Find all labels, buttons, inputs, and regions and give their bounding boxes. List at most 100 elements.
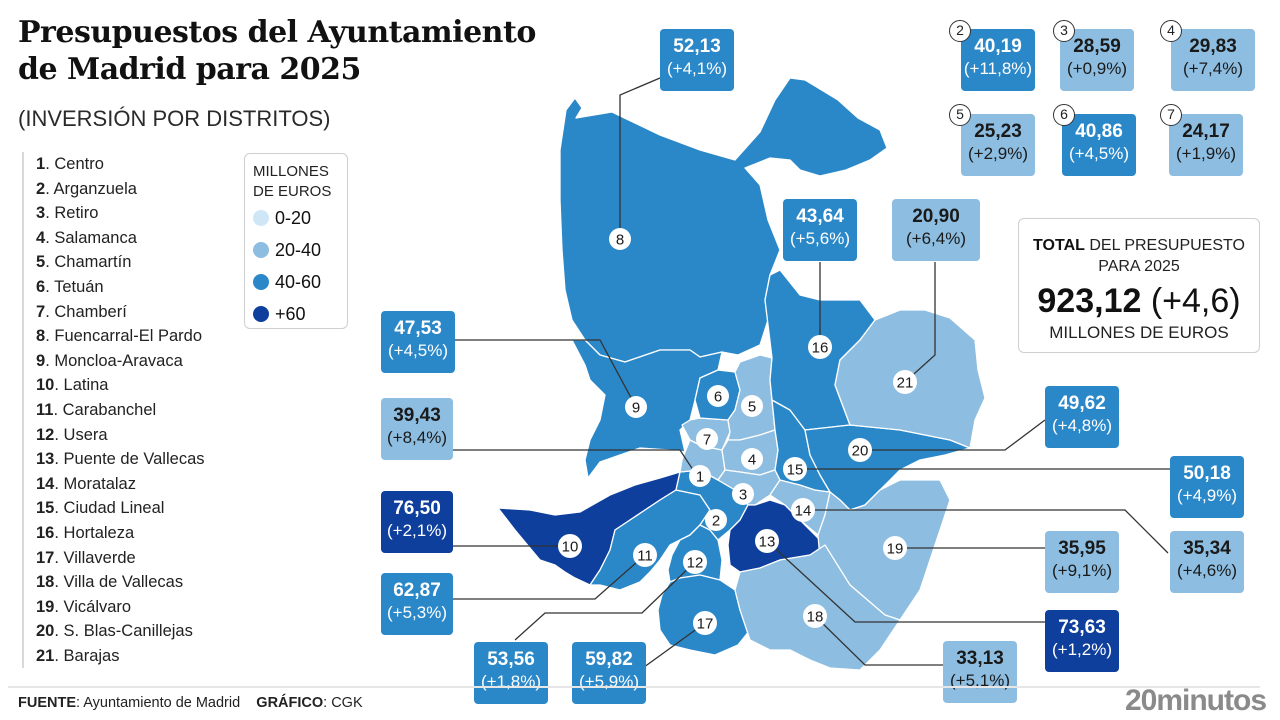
map-marker-17[interactable]: 17 [693, 611, 717, 635]
value-box-3: 28,59 (+0,9%) [1060, 29, 1134, 91]
district-list-item: 10. Latina [36, 376, 109, 395]
brand-logo: 20minutos [1124, 684, 1267, 717]
leader-line-12 [514, 561, 696, 641]
legend-swatch-icon [253, 274, 269, 290]
map-marker-20[interactable]: 20 [848, 438, 872, 462]
svg-text:13: 13 [759, 534, 776, 551]
district-list-item: 18. Villa de Vallecas [36, 573, 184, 592]
map-marker-18[interactable]: 18 [803, 604, 827, 628]
svg-text:5: 5 [748, 399, 756, 416]
district-list-item: 12. Usera [36, 425, 108, 444]
district-list-item: 1. Centro [36, 155, 104, 173]
district-list-item: 21. Barajas [36, 646, 120, 665]
legend-item: 0-20 [253, 202, 339, 234]
map-marker-15[interactable]: 15 [783, 457, 807, 481]
svg-text:18: 18 [807, 609, 824, 626]
svg-text:15: 15 [787, 462, 804, 479]
svg-text:9: 9 [632, 400, 640, 417]
map-marker-19[interactable]: 19 [883, 536, 907, 560]
district-list-item: 5. Chamartín [36, 253, 132, 272]
subtitle: (INVERSIÓN POR DISTRITOS) [18, 106, 331, 131]
value-box-14: 35,34 (+4,6%) [1170, 531, 1244, 593]
legend-item: 20-40 [253, 234, 339, 266]
map-marker-21[interactable]: 21 [893, 370, 917, 394]
district-number-badge: 3 [1053, 20, 1075, 42]
svg-text:3: 3 [739, 487, 747, 504]
value-box-20: 49,62 (+4,8%) [1045, 386, 1119, 448]
map-marker-4[interactable]: 4 [741, 448, 763, 470]
svg-text:8: 8 [616, 232, 624, 249]
total-unit: MILLONES DE EUROS [1049, 323, 1229, 342]
map-marker-9[interactable]: 9 [625, 396, 647, 418]
district-list: 1. Centro 2. Arganzuela 3. Retiro 4. Sal… [22, 152, 205, 669]
leader-line-13 [766, 540, 1045, 623]
district-list-item: 16. Hortaleza [36, 523, 135, 542]
district-list-item: 14. Moratalaz [36, 474, 136, 493]
value-box-9: 47,53 (+4,5%) [381, 311, 455, 373]
value-box-17: 59,82 (+5,9%) [572, 642, 646, 704]
district-list-item: 15. Ciudad Lineal [36, 499, 165, 518]
leader-line-20 [860, 419, 1046, 451]
map-marker-6[interactable]: 6 [707, 385, 729, 407]
map-marker-13[interactable]: 13 [755, 529, 779, 553]
leader-line-18 [814, 615, 943, 666]
map-marker-10[interactable]: 10 [558, 534, 582, 558]
district-list-item: 11. Carabanchel [36, 400, 157, 419]
svg-text:7: 7 [703, 432, 711, 449]
district-list-item: 2. Arganzuela [36, 179, 137, 198]
district-list-item: 13. Puente de Vallecas [36, 450, 205, 469]
leader-line-21 [904, 262, 936, 383]
district-list-item: 7. Chamberí [36, 302, 127, 321]
district-list-item: 19. Vicálvaro [36, 597, 132, 616]
leader-line-9 [452, 339, 637, 408]
value-box-15: 50,18 (+4,9%) [1170, 456, 1244, 518]
color-legend: MILLONES DE EUROS 0-20 20-40 40-60 +60 [244, 153, 348, 329]
district-list-item: 6. Tetuán [36, 277, 104, 296]
total-budget-box: TOTAL DEL PRESUPUESTO PARA 2025 923,12 (+… [1018, 218, 1260, 353]
map-marker-12[interactable]: 12 [683, 550, 707, 574]
map-marker-14[interactable]: 14 [791, 498, 815, 522]
legend-swatch-icon [253, 242, 269, 258]
district-number-badge: 6 [1053, 104, 1075, 126]
svg-text:16: 16 [812, 340, 829, 357]
value-box-11: 62,87 (+5,3%) [381, 573, 453, 635]
district-list-item: 9. Moncloa-Aravaca [36, 351, 183, 370]
map-marker-7[interactable]: 7 [696, 428, 718, 450]
footer-divider [8, 686, 1260, 688]
district-9-shape[interactable] [571, 339, 723, 479]
title-line-1: Presupuestos del Ayuntamiento [18, 15, 536, 50]
value-box-18: 33,13 (+5,1%) [943, 641, 1017, 703]
district-list-item: 8. Fuencarral-El Pardo [36, 327, 203, 346]
value-box-8: 52,13 (+4,1%) [660, 29, 734, 91]
svg-text:11: 11 [637, 548, 653, 565]
district-number-badge: 5 [949, 104, 971, 126]
value-box-7: 24,17 (+1,9%) [1169, 114, 1243, 176]
legend-item: 40-60 [253, 266, 339, 298]
map-marker-8[interactable]: 8 [609, 228, 631, 250]
leader-line-14 [803, 509, 1169, 554]
value-box-6: 40,86 (+4,5%) [1062, 114, 1136, 176]
value-box-13: 73,63 (+1,2%) [1045, 610, 1119, 672]
map-marker-2[interactable]: 2 [705, 509, 727, 531]
map-marker-16[interactable]: 16 [808, 335, 832, 359]
value-box-10: 76,50 (+2,1%) [381, 491, 453, 553]
map-marker-11[interactable]: 11 [633, 543, 657, 567]
legend-title-1: MILLONES [253, 163, 329, 180]
svg-text:12: 12 [687, 555, 704, 572]
map-marker-1[interactable]: 1 [689, 465, 711, 487]
legend-title-2: DE EUROS [253, 183, 332, 200]
svg-text:4: 4 [748, 452, 756, 469]
svg-text:2: 2 [712, 513, 720, 530]
footer-credits: FUENTE: Ayuntamiento de Madrid GRÁFICO: … [18, 695, 363, 711]
value-box-21: 20,90 (+6,4%) [892, 199, 980, 261]
svg-text:6: 6 [714, 389, 722, 406]
svg-text:17: 17 [697, 616, 714, 633]
legend-swatch-icon [253, 210, 269, 226]
map-marker-5[interactable]: 5 [741, 395, 763, 417]
district-number-badge: 4 [1160, 20, 1182, 42]
svg-text:19: 19 [887, 541, 904, 558]
total-label: TOTAL DEL PRESUPUESTO PARA 2025 [1033, 237, 1245, 275]
svg-text:14: 14 [795, 503, 812, 520]
map-marker-3[interactable]: 3 [732, 483, 754, 505]
